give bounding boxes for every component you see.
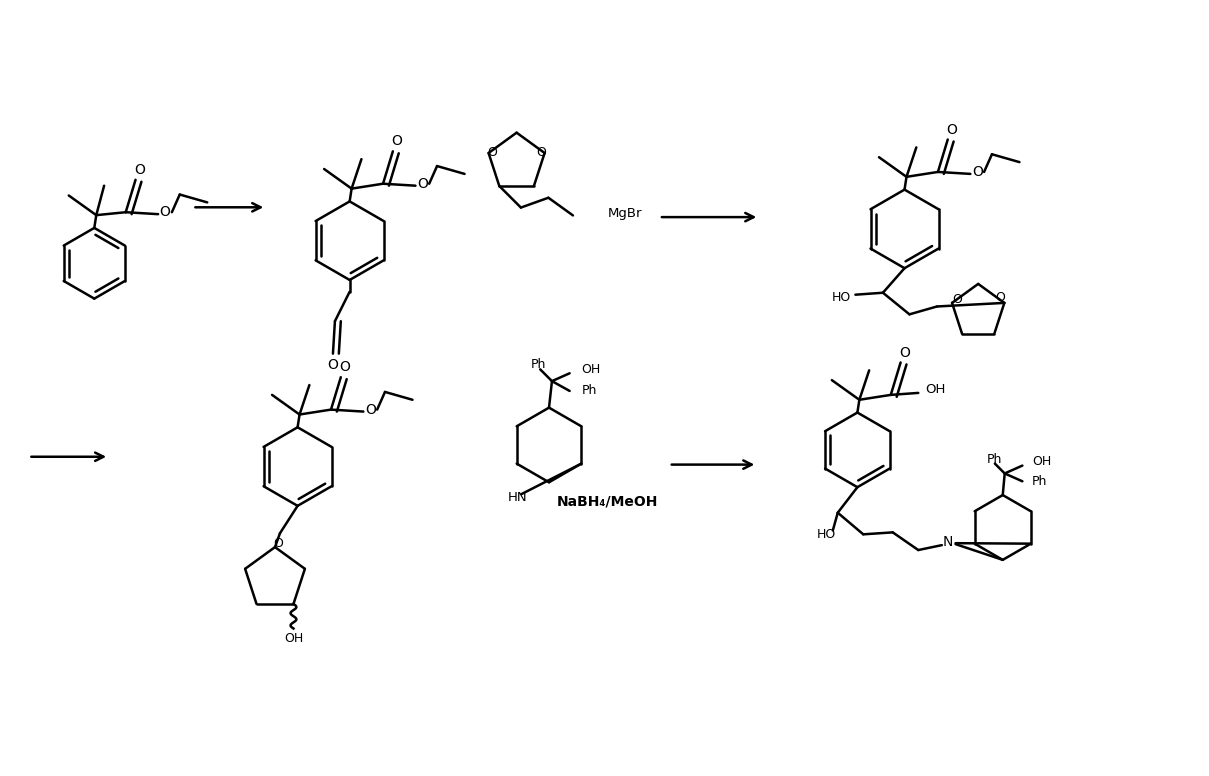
Text: Ph: Ph	[988, 453, 1002, 466]
Text: Ph: Ph	[531, 358, 546, 371]
Text: O: O	[899, 345, 910, 359]
Text: OH: OH	[925, 383, 945, 397]
Text: Ph: Ph	[582, 384, 597, 397]
Text: O: O	[160, 205, 170, 219]
Text: O: O	[951, 293, 962, 307]
Text: O: O	[972, 165, 983, 179]
Text: HO: HO	[832, 291, 851, 304]
Text: O: O	[536, 146, 545, 158]
Text: HO: HO	[816, 528, 835, 541]
Text: O: O	[134, 163, 145, 177]
Text: O: O	[328, 359, 339, 372]
Text: O: O	[273, 537, 283, 549]
Text: N: N	[943, 535, 953, 549]
Text: HN: HN	[508, 490, 527, 504]
Text: OH: OH	[284, 632, 303, 645]
Text: O: O	[947, 123, 958, 137]
Text: OH: OH	[582, 363, 601, 376]
Text: O: O	[365, 403, 376, 417]
Text: O: O	[392, 134, 403, 148]
Text: OH: OH	[1032, 456, 1052, 468]
Text: Ph: Ph	[1032, 475, 1047, 488]
Text: O: O	[417, 177, 428, 191]
Text: MgBr: MgBr	[607, 207, 642, 220]
Text: O: O	[995, 292, 1006, 304]
Text: NaBH₄/MeOH: NaBH₄/MeOH	[557, 495, 659, 509]
Text: O: O	[487, 146, 497, 158]
Text: O: O	[340, 360, 351, 374]
